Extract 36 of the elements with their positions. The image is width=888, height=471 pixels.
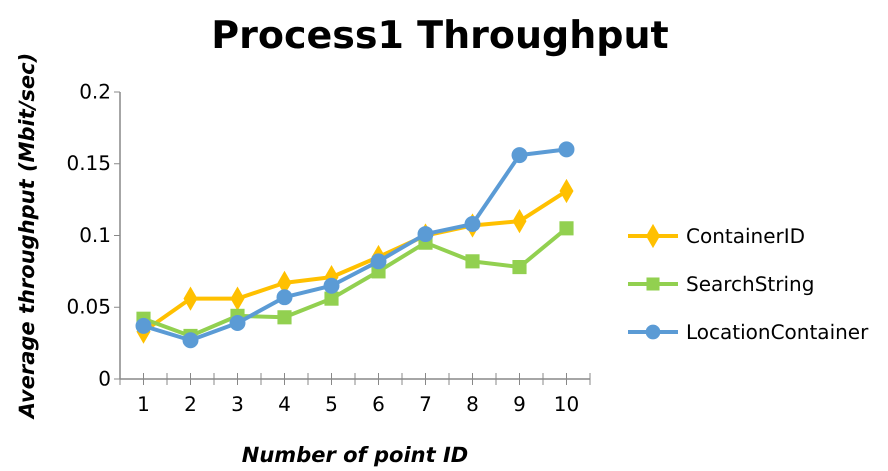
y-tick-label: 0.1 xyxy=(79,222,111,247)
point xyxy=(558,141,574,158)
x-tick-label: 7 xyxy=(419,392,432,416)
point xyxy=(370,253,386,270)
legend-label: SearchString xyxy=(686,272,814,296)
point xyxy=(136,318,152,334)
y-tick-label: 0.2 xyxy=(79,79,111,104)
x-tick-label: 3 xyxy=(231,392,244,416)
point xyxy=(418,226,434,242)
point xyxy=(512,147,528,164)
point xyxy=(277,310,292,324)
point xyxy=(464,216,480,232)
x-axis-title: Number of point ID xyxy=(242,443,468,467)
point xyxy=(324,278,340,294)
chart-title: Process1 Throughput xyxy=(211,13,669,57)
point xyxy=(559,221,574,236)
x-tick-label: 9 xyxy=(513,392,526,416)
y-tick-label: 0.05 xyxy=(66,294,111,319)
legend-label: ContainerID xyxy=(686,224,806,248)
x-tick-label: 8 xyxy=(466,392,479,416)
x-tick-label: 4 xyxy=(278,392,291,416)
point xyxy=(512,260,527,274)
x-tick-label: 5 xyxy=(325,392,338,416)
x-tick-label: 10 xyxy=(554,392,580,416)
point xyxy=(465,254,480,268)
legend-label: LocationContainer xyxy=(686,320,870,344)
point xyxy=(324,292,339,306)
y-tick-label: 0 xyxy=(98,366,111,390)
x-tick-label: 1 xyxy=(137,392,150,416)
x-tick-label: 6 xyxy=(372,392,385,416)
point xyxy=(230,315,246,331)
point xyxy=(276,289,292,306)
y-tick-label: 0.15 xyxy=(66,151,111,176)
point xyxy=(182,332,198,348)
x-tick-label: 2 xyxy=(184,392,197,416)
y-axis-title: Average throughput (Mbit/sec) xyxy=(15,52,39,420)
